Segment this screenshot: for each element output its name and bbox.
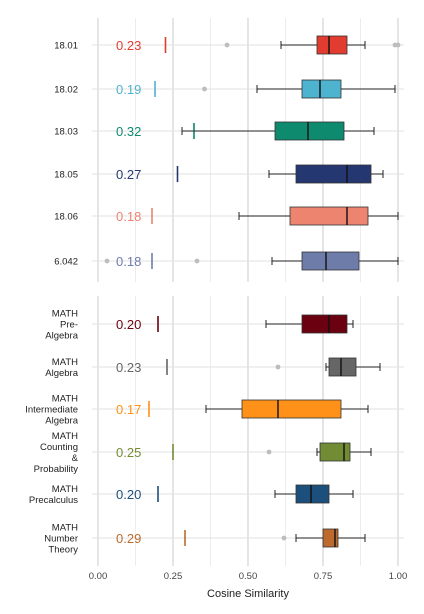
panel-1-row-5-label-line-2: Theory — [48, 545, 78, 556]
panel-0-row-5-outlier-1 — [194, 258, 200, 264]
panel-0-row-1-box — [301, 79, 342, 99]
panel-0-row-2-value-label: 0.32 — [116, 124, 141, 139]
panel-0-row-2-box — [274, 121, 345, 141]
panel-1-row-5-label-line-1: Number — [44, 534, 78, 545]
panel-1-row-1-outlier-0 — [275, 364, 281, 370]
panel-1-row-5-label-line-0: MATH — [52, 523, 78, 534]
panel-0-row-0-label-line-0: 18.01 — [54, 41, 78, 52]
x-tick-label-4: 1.00 — [389, 571, 408, 582]
panel-0-row-5-box — [301, 251, 360, 271]
panel-1-row-3-label-line-3: Probability — [34, 464, 79, 475]
panel-1-row-3-box — [319, 442, 351, 462]
panel-1-row-0-value-label: 0.20 — [116, 317, 141, 332]
panel-1-row-4-label-line-0: MATH — [52, 484, 78, 495]
x-axis-title: Cosine Similarity — [207, 588, 289, 600]
panel-0-row-1-label-line-0: 18.02 — [54, 85, 78, 96]
panel-0-row-0-value-label: 0.23 — [116, 38, 141, 53]
panel-1-row-2-label-line-0: MATH — [52, 394, 78, 405]
panel-1-row-4-value-label: 0.20 — [116, 487, 141, 502]
panel-1-row-1-label-line-0: MATH — [52, 357, 78, 368]
panel-1-row-0-box — [301, 314, 348, 334]
panel-1-row-0-label-line-1: Pre- — [60, 320, 78, 331]
panel-0-row-4-value-label: 0.18 — [116, 209, 141, 224]
panel-0-row-5-value-label: 0.18 — [116, 254, 141, 269]
panel-1-row-5-box — [322, 528, 339, 548]
panel-0-row-0-outlier-0 — [224, 42, 230, 48]
x-tick-label-2: 0.50 — [239, 571, 258, 582]
panel-0-row-5-outlier-0 — [104, 258, 110, 264]
panel-1-row-5-value-label: 0.29 — [116, 531, 141, 546]
panel-1-row-2-value-label: 0.17 — [116, 402, 141, 417]
panel-1-row-0-label-line-2: Algebra — [45, 331, 78, 342]
panel-1-row-4-label-line-1: Precalculus — [29, 495, 78, 506]
panel-1-row-3-label-line-1: Counting — [40, 442, 78, 453]
panel-0-row-5-label-line-0: 6.042 — [54, 257, 78, 268]
panel-1-row-3-label-line-2: & — [72, 453, 79, 464]
panel-1-row-5-outlier-0 — [281, 535, 287, 541]
panel-1-row-1-value-label: 0.23 — [116, 360, 141, 375]
panel-1-row-2-box — [241, 399, 342, 419]
panel-1-row-3-outlier-0 — [266, 449, 272, 455]
panel-0-row-1-outlier-0 — [202, 86, 207, 92]
panel-0-row-1-value-label: 0.19 — [116, 82, 141, 97]
x-tick-label-3: 0.75 — [314, 571, 333, 582]
panel-1-row-1-label-line-1: Algebra — [45, 368, 78, 379]
panel-1-row-4-box — [295, 484, 330, 504]
panel-0-row-4-label-line-0: 18.06 — [54, 212, 78, 223]
panel-0-row-3-value-label: 0.27 — [116, 167, 141, 182]
panel-1-row-3-label-line-0: MATH — [52, 431, 78, 442]
panel-1-row-2-label-line-2: Algebra — [45, 416, 78, 427]
x-tick-label-1: 0.25 — [164, 571, 183, 582]
panel-1-row-3-value-label: 0.25 — [116, 445, 141, 460]
panel-0-row-2-label-line-0: 18.03 — [54, 127, 78, 138]
panel-0-row-4-box — [289, 206, 369, 226]
panel-1-row-0-label-line-0: MATH — [52, 309, 78, 320]
panel-0-row-3-label-line-0: 18.05 — [54, 170, 78, 181]
panel-0-row-3-box — [295, 164, 372, 184]
panel-0-row-0-outlier-2 — [395, 42, 401, 48]
panel-0-row-0-box — [316, 35, 348, 55]
x-tick-label-0: 0.00 — [89, 571, 108, 582]
panel-1-row-1-box — [328, 357, 357, 377]
panel-1-row-2-label-line-1: Intermediate — [25, 405, 78, 416]
